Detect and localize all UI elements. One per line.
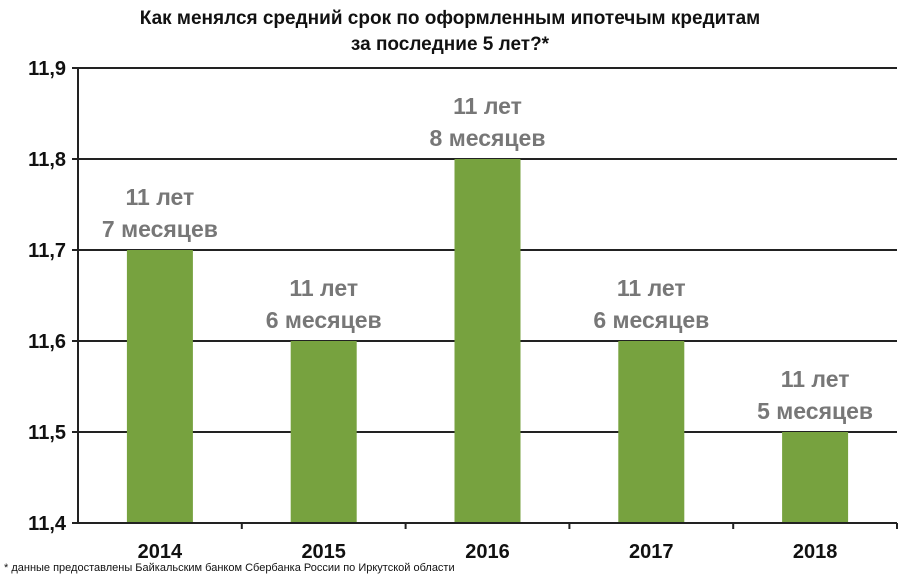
data-label: 11 лет: [126, 184, 195, 210]
data-label: 11 лет: [781, 366, 850, 392]
bar: [290, 341, 357, 523]
x-tick-label: 2017: [629, 541, 674, 563]
bar: [126, 250, 193, 523]
bar: [454, 159, 521, 523]
data-label: 11 лет: [617, 275, 686, 301]
data-label: 5 месяцев: [757, 398, 873, 424]
chart-title: Как менялся средний срок по оформленным …: [0, 6, 900, 58]
bar: [618, 341, 685, 523]
bar: [782, 432, 849, 523]
data-label: 11 лет: [453, 93, 522, 119]
data-label: 7 месяцев: [102, 216, 218, 242]
x-tick-label: 2018: [793, 541, 838, 563]
y-tick-label: 11,8: [28, 149, 66, 171]
x-tick-label: 2016: [465, 541, 510, 563]
data-label: 6 месяцев: [266, 307, 382, 333]
x-tick-label: 2014: [138, 541, 183, 563]
footnote: * данные предоставлены Байкальским банко…: [4, 562, 455, 574]
y-tick-label: 11,6: [28, 331, 66, 353]
x-tick-label: 2015: [301, 541, 346, 563]
data-label: 6 месяцев: [593, 307, 709, 333]
y-tick-label: 11,5: [28, 422, 66, 444]
y-tick-label: 11,7: [28, 240, 66, 262]
y-tick-label: 11,4: [28, 513, 67, 535]
y-tick-label: 11,9: [28, 58, 66, 80]
chart-title-line1: Как менялся средний срок по оформленным …: [139, 8, 761, 29]
data-label: 8 месяцев: [430, 125, 546, 151]
chart-title-line2: за последние 5 лет?*: [350, 34, 550, 55]
data-label: 11 лет: [289, 275, 358, 301]
